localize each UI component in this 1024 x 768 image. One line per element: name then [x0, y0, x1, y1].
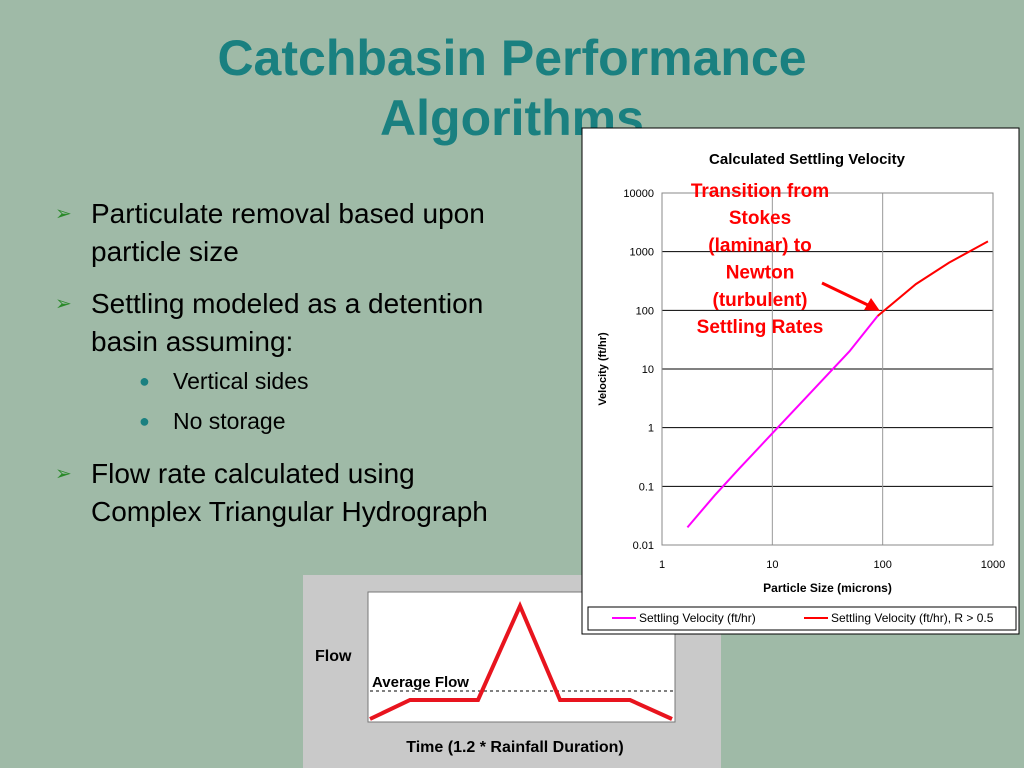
- x-tick-label: 10: [766, 559, 778, 571]
- sub-bullet: ● Vertical sides: [139, 361, 491, 401]
- sub-bullet-text: No storage: [173, 408, 286, 434]
- annotation: Transition from: [691, 181, 829, 202]
- bullet-marker: ➢: [55, 203, 72, 225]
- x-axis-label: Particle Size (microns): [763, 581, 892, 595]
- x-tick-label: 1000: [981, 559, 1005, 571]
- chart-title: Calculated Settling Velocity: [709, 151, 906, 168]
- annotation: (turbulent): [713, 290, 808, 311]
- sub-marker: ●: [139, 411, 150, 431]
- annotation-arrow: [821, 281, 873, 309]
- legend-label: Settling Velocity (ft/hr): [639, 611, 756, 625]
- x-tick-label: 100: [873, 559, 891, 571]
- annotation: Settling Rates: [697, 317, 824, 338]
- annotation: Newton: [726, 263, 795, 284]
- annotation: (laminar) to: [708, 235, 811, 256]
- series-line: [876, 240, 989, 317]
- annotation-arrowhead: [864, 298, 880, 311]
- hydrograph-curve: [369, 600, 673, 721]
- y-tick-label: 10000: [623, 188, 654, 200]
- y-tick-label: 0.01: [633, 540, 654, 552]
- bullet: ➢ Settling modeled as a detention basin a…: [55, 285, 515, 441]
- annotation: Stokes: [729, 208, 791, 229]
- slide-title: Catchbasin Performance Algorithms: [217, 30, 807, 146]
- sub-bullet: ● No storage: [139, 401, 491, 441]
- bullet-body: Flow rate calculated using Complex Trian…: [91, 455, 491, 531]
- y-tick-label: 1: [648, 423, 654, 435]
- legend-label: Settling Velocity (ft/hr), R > 0.5: [831, 611, 994, 625]
- average-label: Average Flow: [372, 674, 469, 691]
- y-axis-label: Velocity (ft/hr): [597, 332, 609, 406]
- sub-bullet-text: Vertical sides: [173, 368, 309, 394]
- sub-marker: ●: [139, 371, 150, 391]
- y-tick-label: 100: [636, 305, 654, 317]
- bullet: ➢ Particulate removal based upon particle…: [55, 195, 515, 271]
- bullet-marker: ➢: [55, 463, 72, 485]
- hydrograph-y-label: Flow: [315, 648, 352, 665]
- bullet-text: Particulate removal based upon particle …: [91, 198, 485, 267]
- bullet-list: ➢ Particulate removal based upon particle…: [55, 195, 515, 545]
- bullet-text: Settling modeled as a detention basin as…: [91, 288, 484, 357]
- series-line: [686, 315, 879, 528]
- bullet-body: Particulate removal based upon particle …: [91, 195, 491, 271]
- y-tick-label: 1000: [630, 247, 654, 259]
- chart: Calculated Settling Velocity 0.01 0.1 1 10 10…: [597, 151, 1005, 625]
- chart-frame: [581, 127, 1020, 635]
- bullet-marker: ➢: [55, 293, 72, 315]
- bullet-body: Settling modeled as a detention basin as…: [91, 285, 491, 441]
- y-tick-label: 0.1: [639, 481, 654, 493]
- bullet: ➢ Flow rate calculated using Complex Tria…: [55, 455, 515, 531]
- plot-border: [661, 192, 994, 546]
- y-tick-label: 10: [642, 364, 654, 376]
- bullet-text: Flow rate calculated using Complex Trian…: [91, 458, 488, 527]
- x-tick-label: 1: [659, 559, 665, 571]
- legend-box: [587, 606, 1017, 631]
- hydrograph-x-label: Time (1.2 * Rainfall Duration): [406, 739, 624, 756]
